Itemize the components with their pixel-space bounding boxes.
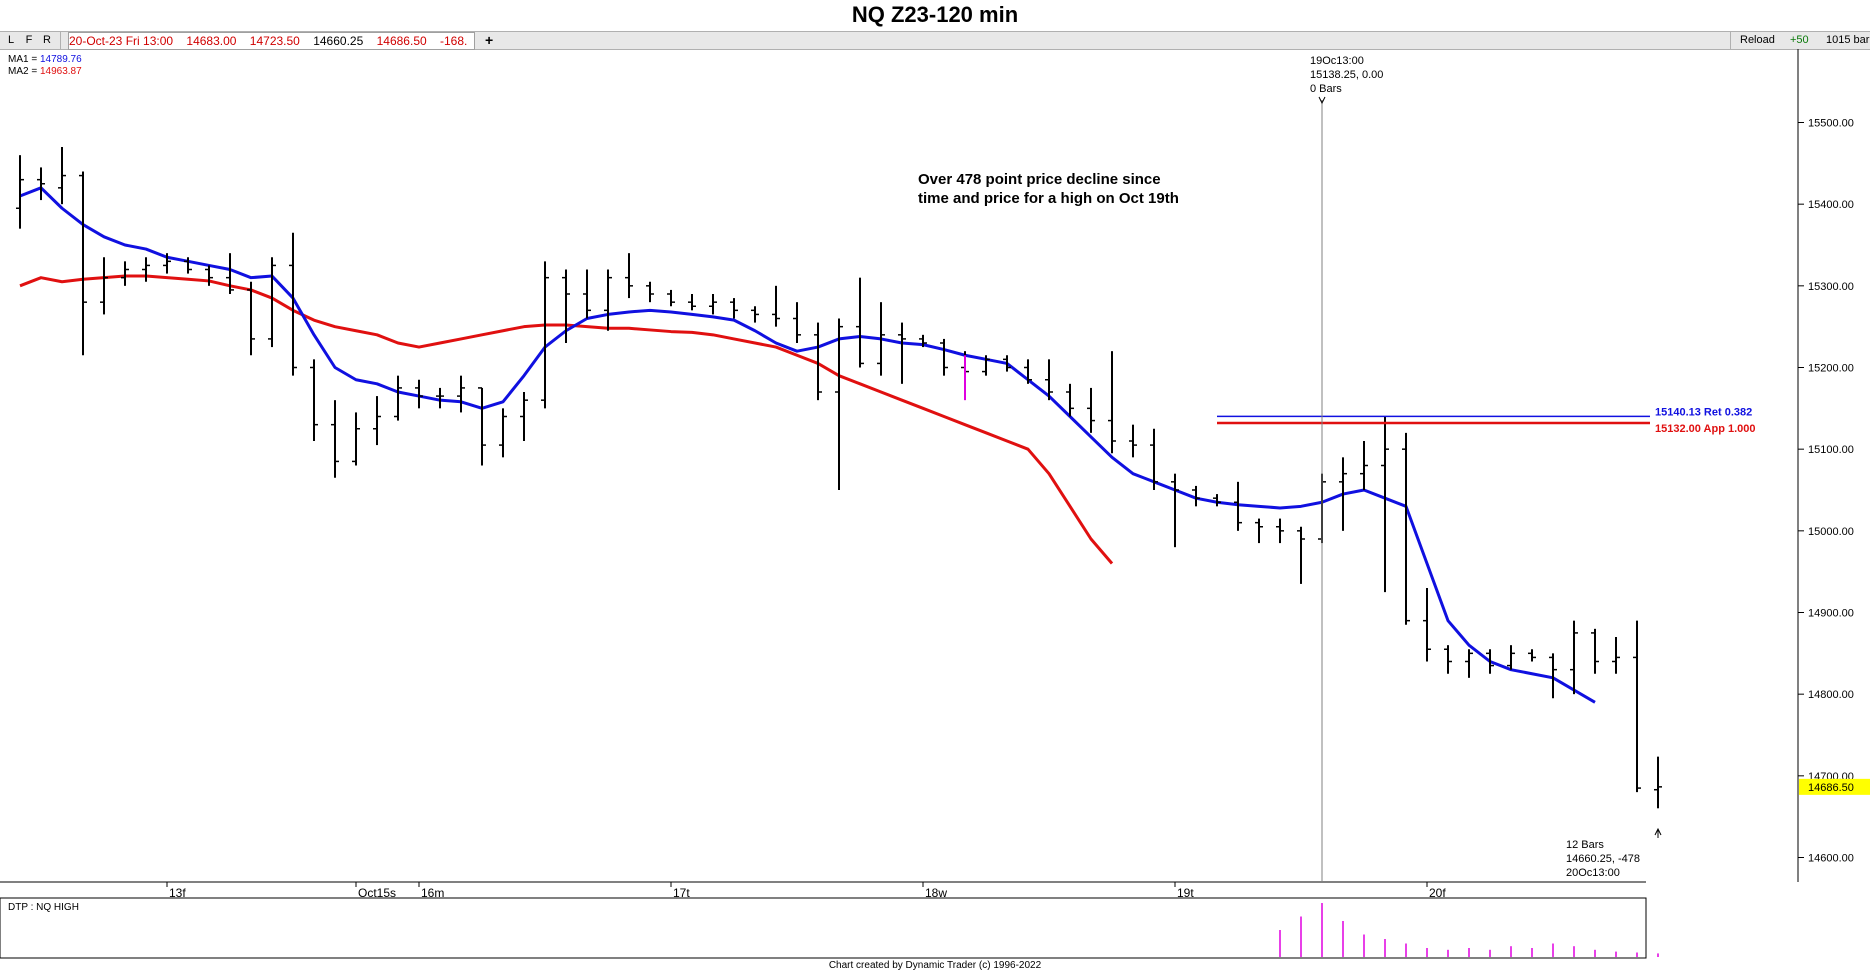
overlay-lines: 15140.13 Ret 0.382 15132.00 App 1.000 <box>1217 406 1756 435</box>
info-high: 14723.50 <box>249 34 300 48</box>
y-tick-label: 15400.00 <box>1808 199 1854 211</box>
legend-ma2: MA2 = 14963.87 <box>8 66 82 77</box>
y-tick-label: 14900.00 <box>1808 608 1854 620</box>
price-info-box: 20-Oct-23 Fri 13:00 14683.00 14723.50 14… <box>68 32 475 50</box>
toolbar-separator <box>60 32 61 49</box>
x-axis-labels: 13f Oct15s 16m 17t 18w 19t 20f <box>166 882 1446 900</box>
x-tick-label: Oct15s <box>358 886 396 900</box>
toolbar-button-f[interactable]: F <box>25 34 33 46</box>
y-tick-label: 15000.00 <box>1808 526 1854 538</box>
y-tick-label: 15300.00 <box>1808 281 1854 293</box>
toolbar: L F R 20-Oct-23 Fri 13:00 14683.00 14723… <box>0 31 1870 50</box>
toolbar-button-l[interactable]: L <box>7 34 15 46</box>
y-tick-label: 15200.00 <box>1808 363 1854 375</box>
marker-top-line-3: 0 Bars <box>1310 83 1342 95</box>
toolbar-separator <box>1730 32 1731 49</box>
last-price-label: 14686.50 <box>1808 782 1854 794</box>
info-open: 14683.00 <box>186 34 237 48</box>
x-tick-label: 17t <box>673 886 690 900</box>
y-axis-ticks: 15500.00 15400.00 15300.00 15200.00 15100.00… <box>1798 118 1854 865</box>
footer-credit: Chart created by Dynamic Trader (c) 1996… <box>828 960 1042 971</box>
marker-top-line-1: 19Oc13:00 <box>1310 55 1364 67</box>
legend-ma1-value: 14789.76 <box>40 54 82 65</box>
lower-panel <box>0 897 1647 959</box>
chart-title: NQ Z23-120 min <box>851 2 1019 27</box>
lower-panel-bars <box>1279 903 1659 957</box>
x-tick-label: 20f <box>1429 886 1446 900</box>
y-tick-label: 15100.00 <box>1808 444 1854 456</box>
y-tick-label: 14600.00 <box>1808 853 1854 865</box>
marker-top-line-2: 15138.25, 0.00 <box>1310 69 1383 81</box>
y-tick-label: 14800.00 <box>1808 689 1854 701</box>
last-price-box <box>1799 778 1870 795</box>
vertical-marker: 14686.50 <box>1318 96 1870 882</box>
marker-arrow-icon <box>1318 96 1326 105</box>
bar-count: 1015 bar <box>1826 34 1870 46</box>
info-change: -168. <box>440 34 468 48</box>
ma1-line-group <box>19 186 1596 704</box>
info-date: 20-Oct-23 Fri 13:00 <box>69 34 174 48</box>
marker-bottom-line-1: 12 Bars <box>1566 839 1604 851</box>
ma1-line <box>19 186 1596 704</box>
x-tick-label: 13f <box>169 886 186 900</box>
legend-ma2-value: 14963.87 <box>40 66 82 77</box>
legend-ma1: MA1 = 14789.76 <box>8 54 82 65</box>
info-close: 14686.50 <box>376 34 427 48</box>
toolbar-button-r[interactable]: R <box>43 34 51 46</box>
info-low: 14660.25 <box>313 34 364 48</box>
legend-ma1-label: MA1 = <box>8 54 40 65</box>
x-tick-label: 16m <box>421 886 444 900</box>
overlay-label: 15140.13 Ret 0.382 <box>1655 406 1752 418</box>
x-tick-label: 19t <box>1177 886 1194 900</box>
plot-area <box>0 49 1798 882</box>
annotation-line-2: time and price for a high on Oct 19th <box>918 190 1179 207</box>
add-icon[interactable]: + <box>485 32 494 48</box>
marker-bottom-line-2: 14660.25, -478 <box>1566 853 1640 865</box>
lower-panel-label: DTP : NQ HIGH <box>8 902 79 913</box>
y-tick-label: 15500.00 <box>1808 118 1854 130</box>
step-button[interactable]: +50 <box>1790 34 1809 46</box>
reload-button[interactable]: Reload <box>1740 34 1775 46</box>
overlay-label: 15132.00 App 1.000 <box>1655 423 1756 435</box>
marker-bottom-line-3: 20Oc13:00 <box>1566 867 1620 879</box>
legend-ma2-label: MA2 = <box>8 66 40 77</box>
ohlc-bars <box>16 147 1662 809</box>
annotation-line-1: Over 478 point price decline since <box>918 171 1161 188</box>
x-tick-label: 18w <box>925 886 947 900</box>
marker-up-arrow-icon <box>1654 827 1662 838</box>
